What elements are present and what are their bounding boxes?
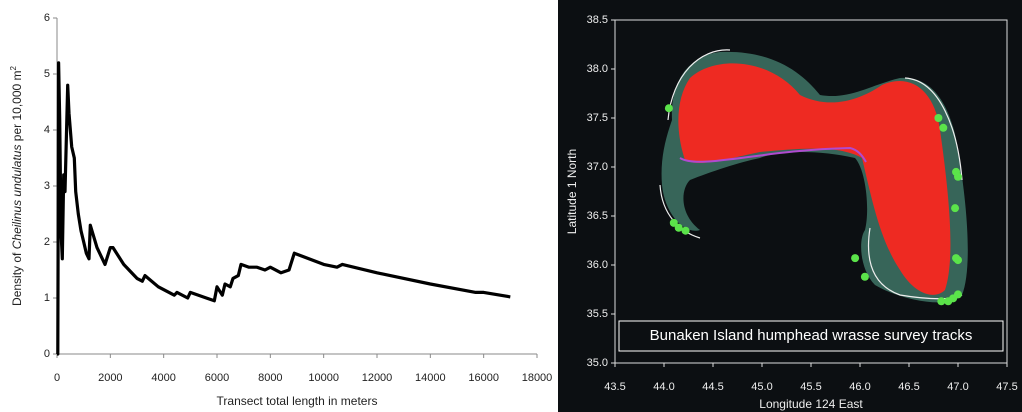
survey-point	[954, 256, 962, 265]
x-tick-label: 45.0	[751, 381, 772, 393]
survey-point	[681, 226, 690, 235]
y-tick-label: 6	[44, 12, 50, 24]
x-tick-label: 47.5	[996, 381, 1017, 393]
x-tick-label: 43.5	[604, 381, 625, 393]
survey-point	[851, 254, 860, 263]
survey-point	[669, 218, 678, 227]
y-tick-label: 37.0	[587, 161, 608, 173]
x-tick-label: 44.5	[702, 381, 723, 393]
survey-point	[934, 114, 943, 122]
x-tick-label: 16000	[468, 372, 499, 384]
annotation-box	[618, 320, 1004, 352]
x-tick-label: 14000	[415, 372, 446, 384]
x-tick-label: 12000	[362, 372, 393, 384]
y-tick-label: 38.0	[587, 63, 608, 75]
y-axis-label: Latitude 1 North	[565, 149, 579, 234]
y-axis-label-part: 2	[9, 65, 18, 70]
island	[659, 49, 968, 303]
x-axis-label: Transect total length in meters	[217, 394, 378, 408]
x-tick-label: 8000	[258, 372, 282, 384]
y-tick-label: 35.5	[587, 308, 608, 320]
x-tick-label: 0	[54, 372, 60, 384]
annotation: Bunaken Island humphead wrasse survey tr…	[650, 327, 973, 344]
y-tick-label: 1	[44, 292, 50, 304]
y-tick-label: 35.0	[587, 357, 608, 369]
x-tick-label: 4000	[151, 372, 175, 384]
survey-point	[664, 104, 673, 113]
x-tick-label: 18000	[522, 372, 553, 384]
survey-point	[951, 204, 960, 213]
y-tick-label: 36.5	[587, 210, 608, 222]
survey-point	[937, 297, 946, 306]
y-tick-label: 5	[44, 68, 50, 80]
x-tick-label: 44.0	[653, 381, 674, 393]
x-tick-label: 10000	[308, 372, 339, 384]
x-axis-label: Longitude 124 East	[759, 397, 863, 411]
data-line	[56, 61, 511, 356]
survey-point	[954, 290, 962, 299]
x-tick-label: 6000	[205, 372, 229, 384]
survey-point	[954, 172, 962, 181]
y-tick-label: 37.5	[587, 112, 608, 124]
y-axis-label: Density of Cheilinus undulatus per 10,00…	[9, 65, 25, 306]
survey-point	[860, 272, 869, 281]
survey-point	[674, 223, 683, 232]
y-tick-label: 0	[44, 348, 50, 360]
y-axis-label-part: Density of	[10, 249, 24, 306]
x-tick-label: 47.0	[947, 381, 968, 393]
survey-point	[939, 123, 948, 132]
y-tick-label: 4	[44, 124, 50, 136]
x-tick-label: 46.5	[898, 381, 919, 393]
y-tick-label: 2	[44, 236, 50, 248]
y-tick-label: 3	[44, 180, 50, 192]
y-axis-label-part: per 10,000 m	[10, 70, 24, 144]
x-tick-label: 46.0	[849, 381, 870, 393]
y-tick-label: 38.5	[587, 14, 608, 26]
x-tick-label: 45.5	[800, 381, 821, 393]
y-axis-label-part: Cheilinus undulatus	[10, 145, 24, 250]
x-tick-label: 2000	[98, 372, 122, 384]
plot-area	[57, 18, 537, 354]
y-tick-label: 36.0	[587, 259, 608, 271]
